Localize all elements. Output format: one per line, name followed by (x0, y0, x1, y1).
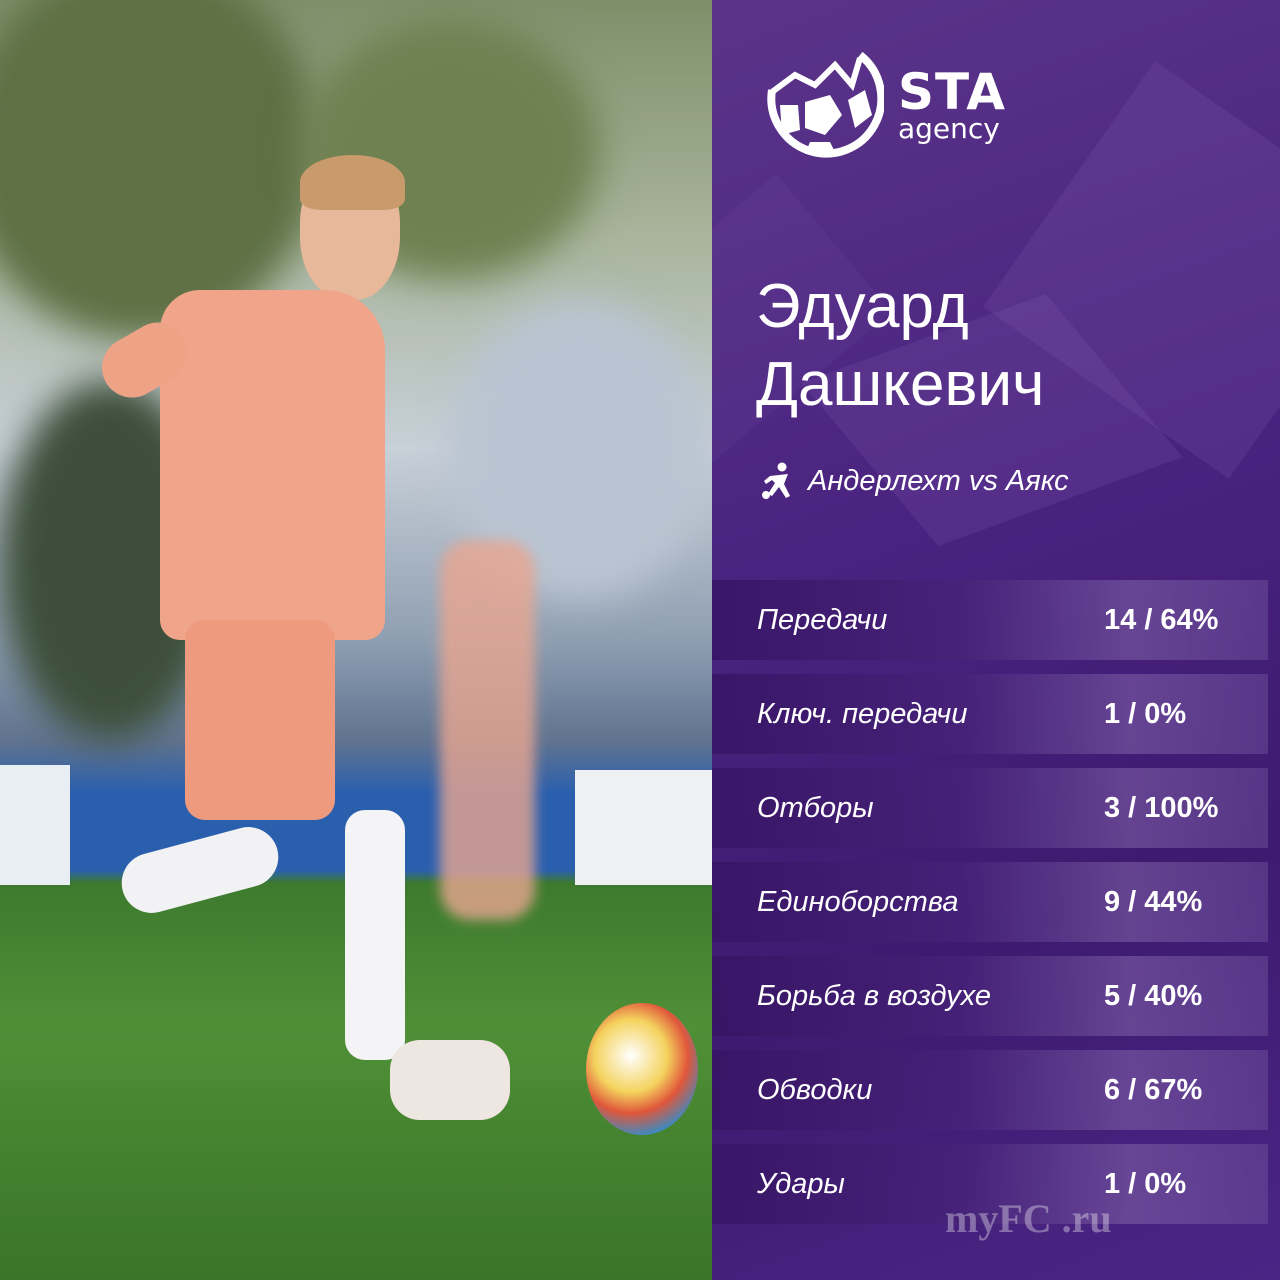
stat-row: Удары 1 / 0% (712, 1144, 1268, 1224)
stat-label: Отборы (757, 791, 874, 824)
stat-row: Передачи 14 / 64% (712, 580, 1268, 660)
stat-row: Единоборства 9 / 44% (712, 862, 1268, 942)
stat-value: 3 / 100% (1104, 791, 1219, 824)
stat-label: Ключ. передачи (757, 697, 968, 730)
player-name: Эдуард Дашкевич (756, 268, 1044, 424)
stat-row: Борьба в воздухе 5 / 40% (712, 956, 1268, 1036)
stat-label: Единоборства (757, 885, 959, 918)
ad-board (575, 770, 712, 885)
stat-row: Ключ. передачи 1 / 0% (712, 674, 1268, 754)
stat-label: Борьба в воздухе (757, 979, 992, 1012)
player-first-name: Эдуард (756, 272, 969, 341)
football-player-icon (762, 462, 790, 499)
logo-sub: agency (898, 112, 1000, 145)
player-last-name: Дашкевич (756, 350, 1045, 419)
match-title: Андерлехт vs Аякс (808, 464, 1069, 497)
stat-label: Удары (757, 1167, 845, 1200)
stat-value: 6 / 67% (1104, 1073, 1203, 1106)
stat-label: Передачи (757, 603, 888, 636)
stat-value: 14 / 64% (1104, 603, 1219, 636)
stat-row: Обводки 6 / 67% (712, 1050, 1268, 1130)
stat-value: 5 / 40% (1104, 979, 1203, 1012)
stats-panel: STA agency Эдуард Дашкевич Андерлехт vs … (712, 0, 1280, 1280)
match-info: Андерлехт vs Аякс (760, 462, 1069, 500)
sta-agency-logo: STA agency (760, 50, 1006, 160)
stat-label: Обводки (757, 1073, 873, 1106)
logo-brand: STA (898, 63, 1006, 121)
watermark: myFC .ru (945, 1196, 1112, 1241)
stat-value: 1 / 0% (1104, 1167, 1187, 1200)
stat-value: 9 / 44% (1104, 885, 1203, 918)
football-logo-icon (767, 51, 884, 158)
player-photo (0, 0, 712, 1280)
stat-value: 1 / 0% (1104, 697, 1187, 730)
stat-row: Отборы 3 / 100% (712, 768, 1268, 848)
ad-board (0, 765, 70, 885)
ball (586, 1003, 698, 1135)
